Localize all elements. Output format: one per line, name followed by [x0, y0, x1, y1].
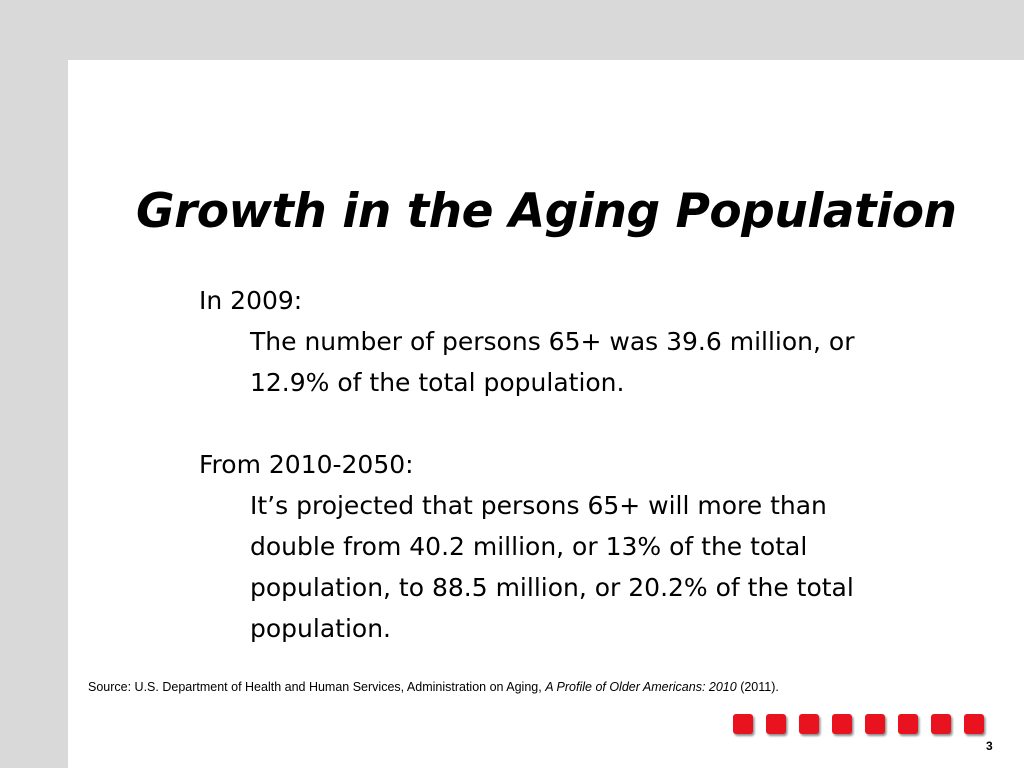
- red-square-icon: [898, 714, 918, 734]
- section-detail: It’s projected that persons 65+ will mor…: [250, 491, 854, 643]
- slide-body: In 2009: The number of persons 65+ was 3…: [199, 280, 939, 649]
- section-detail: The number of persons 65+ was 39.6 milli…: [250, 327, 855, 397]
- source-prefix: Source: U.S. Department of Health and Hu…: [88, 680, 546, 694]
- red-square-icon: [733, 714, 753, 734]
- source-title: A Profile of Older Americans: 2010: [545, 680, 737, 694]
- red-square-icon: [865, 714, 885, 734]
- section-2010-2050: From 2010-2050: It’s projected that pers…: [199, 444, 939, 649]
- red-square-icon: [964, 714, 984, 734]
- red-square-icon: [931, 714, 951, 734]
- red-square-icon: [799, 714, 819, 734]
- section-2009: In 2009: The number of persons 65+ was 3…: [199, 280, 939, 403]
- slide: Growth in the Aging Population In 2009: …: [68, 60, 1024, 768]
- page-number: 3: [986, 739, 993, 753]
- section-heading: From 2010-2050:: [199, 450, 414, 479]
- section-heading: In 2009:: [199, 286, 303, 315]
- red-square-icon: [832, 714, 852, 734]
- slide-title: Growth in the Aging Population: [136, 184, 957, 239]
- decorative-squares: [733, 714, 984, 734]
- source-suffix: (2011).: [736, 680, 779, 694]
- source-citation: Source: U.S. Department of Health and Hu…: [88, 680, 779, 694]
- red-square-icon: [766, 714, 786, 734]
